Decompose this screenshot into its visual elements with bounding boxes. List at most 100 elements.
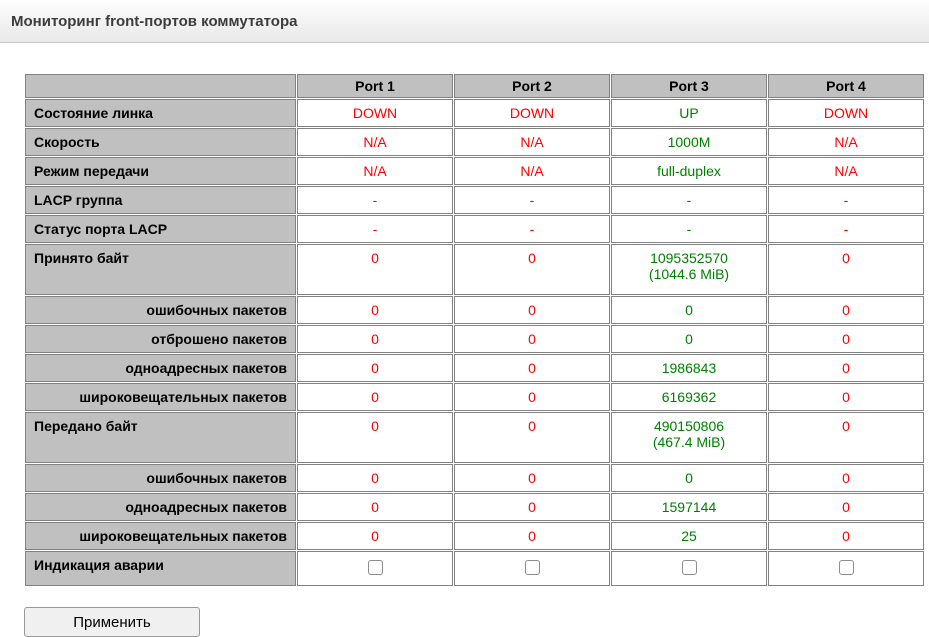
table-row: Режим передачи N/A N/A full-duplex N/A xyxy=(25,157,924,185)
table-row: ошибочных пакетов 0 0 0 0 xyxy=(25,296,924,324)
row-label: отброшено пакетов xyxy=(25,325,296,353)
cell-value: - xyxy=(611,186,767,214)
cell-value: DOWN xyxy=(768,99,924,127)
cell-value: 0 xyxy=(297,464,453,492)
cell-value: 0 xyxy=(768,354,924,382)
page-title: Мониторинг front-портов коммутатора xyxy=(11,12,298,30)
row-label: ошибочных пакетов xyxy=(25,296,296,324)
cell-value: 1000M xyxy=(611,128,767,156)
cell-value: N/A xyxy=(454,128,610,156)
cell-value: 0 xyxy=(611,325,767,353)
alarm-indication-checkbox-port-2[interactable] xyxy=(524,560,540,575)
apply-button[interactable]: Применить xyxy=(24,607,200,637)
cell-value: 6169362 xyxy=(611,383,767,411)
cell-value: N/A xyxy=(768,157,924,185)
row-label: Состояние линка xyxy=(25,99,296,127)
cell-value: 490150806 (467.4 MiB) xyxy=(611,412,767,463)
row-label: ошибочных пакетов xyxy=(25,464,296,492)
table-header-row: Port 1 Port 2 Port 3 Port 4 xyxy=(25,74,924,98)
cell-value: 0 xyxy=(768,522,924,550)
row-label: одноадресных пакетов xyxy=(25,354,296,382)
row-label: Принято байт xyxy=(25,244,296,295)
main-content: Port 1 Port 2 Port 3 Port 4 Состояние ли… xyxy=(0,43,929,637)
table-row: Состояние линка DOWN DOWN UP DOWN xyxy=(25,99,924,127)
row-label: широковещательных пакетов xyxy=(25,522,296,550)
cell-value: 0 xyxy=(297,493,453,521)
row-label: Режим передачи xyxy=(25,157,296,185)
cell-value: 0 xyxy=(454,493,610,521)
checkbox-cell xyxy=(454,551,610,586)
cell-value: N/A xyxy=(297,128,453,156)
cell-value: full-duplex xyxy=(611,157,767,185)
cell-value: - xyxy=(297,186,453,214)
table-row: Принято байт 0 0 1095352570 (1044.6 MiB) 0 xyxy=(25,244,924,295)
cell-value: N/A xyxy=(768,128,924,156)
row-label: Статус порта LACP xyxy=(25,215,296,243)
cell-value: - xyxy=(297,215,453,243)
cell-value: 0 xyxy=(768,325,924,353)
cell-value: 0 xyxy=(297,383,453,411)
port-header-4: Port 4 xyxy=(768,74,924,98)
cell-value: UP xyxy=(611,99,767,127)
cell-value: 25 xyxy=(611,522,767,550)
cell-value: 1095352570 (1044.6 MiB) xyxy=(611,244,767,295)
cell-value: 0 xyxy=(454,464,610,492)
corner-cell xyxy=(25,74,296,98)
port-header-3: Port 3 xyxy=(611,74,767,98)
cell-value: DOWN xyxy=(454,99,610,127)
cell-value: 0 xyxy=(768,464,924,492)
cell-value: 0 xyxy=(454,296,610,324)
row-label: широковещательных пакетов xyxy=(25,383,296,411)
cell-value: 0 xyxy=(611,296,767,324)
cell-value: 0 xyxy=(454,354,610,382)
cell-value: 0 xyxy=(297,354,453,382)
cell-value: 0 xyxy=(297,296,453,324)
row-label: Индикация аварии xyxy=(25,551,296,586)
cell-value: 0 xyxy=(297,412,453,463)
table-row: Скорость N/A N/A 1000M N/A xyxy=(25,128,924,156)
table-row: широковещательных пакетов 0 0 6169362 0 xyxy=(25,383,924,411)
cell-value: - xyxy=(454,215,610,243)
table-row: LACP группа - - - - xyxy=(25,186,924,214)
cell-value: 1597144 xyxy=(611,493,767,521)
row-label: Передано байт xyxy=(25,412,296,463)
row-label: одноадресных пакетов xyxy=(25,493,296,521)
row-label: Скорость xyxy=(25,128,296,156)
cell-value: 0 xyxy=(611,464,767,492)
table-row: одноадресных пакетов 0 0 1986843 0 xyxy=(25,354,924,382)
alarm-indication-checkbox-port-3[interactable] xyxy=(681,560,697,575)
port-monitoring-table: Port 1 Port 2 Port 3 Port 4 Состояние ли… xyxy=(24,73,925,587)
row-label: LACP группа xyxy=(25,186,296,214)
checkbox-cell xyxy=(611,551,767,586)
table-row: Индикация аварии xyxy=(25,551,924,586)
alarm-indication-checkbox-port-4[interactable] xyxy=(838,560,854,575)
cell-value: N/A xyxy=(454,157,610,185)
cell-value: DOWN xyxy=(297,99,453,127)
checkbox-cell xyxy=(297,551,453,586)
cell-value: 0 xyxy=(768,383,924,411)
cell-value: 0 xyxy=(768,296,924,324)
cell-value: 1986843 xyxy=(611,354,767,382)
cell-value: 0 xyxy=(768,244,924,295)
cell-value: 0 xyxy=(454,412,610,463)
cell-value: 0 xyxy=(454,383,610,411)
cell-value: 0 xyxy=(297,325,453,353)
port-header-2: Port 2 xyxy=(454,74,610,98)
cell-value: 0 xyxy=(297,244,453,295)
cell-value: 0 xyxy=(454,325,610,353)
cell-value: 0 xyxy=(768,412,924,463)
header-bar: Мониторинг front-портов коммутатора xyxy=(0,0,929,43)
table-row: отброшено пакетов 0 0 0 0 xyxy=(25,325,924,353)
table-row: широковещательных пакетов 0 0 25 0 xyxy=(25,522,924,550)
cell-value: - xyxy=(768,215,924,243)
port-table-body: Состояние линка DOWN DOWN UP DOWN Скорость N/A… xyxy=(25,99,924,586)
cell-value: 0 xyxy=(297,522,453,550)
alarm-indication-checkbox-port-1[interactable] xyxy=(367,560,383,575)
cell-value: 0 xyxy=(454,244,610,295)
cell-value: - xyxy=(768,186,924,214)
cell-value: - xyxy=(454,186,610,214)
table-row: Передано байт 0 0 490150806 (467.4 MiB) 0 xyxy=(25,412,924,463)
cell-value: N/A xyxy=(297,157,453,185)
table-row: одноадресных пакетов 0 0 1597144 0 xyxy=(25,493,924,521)
port-header-1: Port 1 xyxy=(297,74,453,98)
